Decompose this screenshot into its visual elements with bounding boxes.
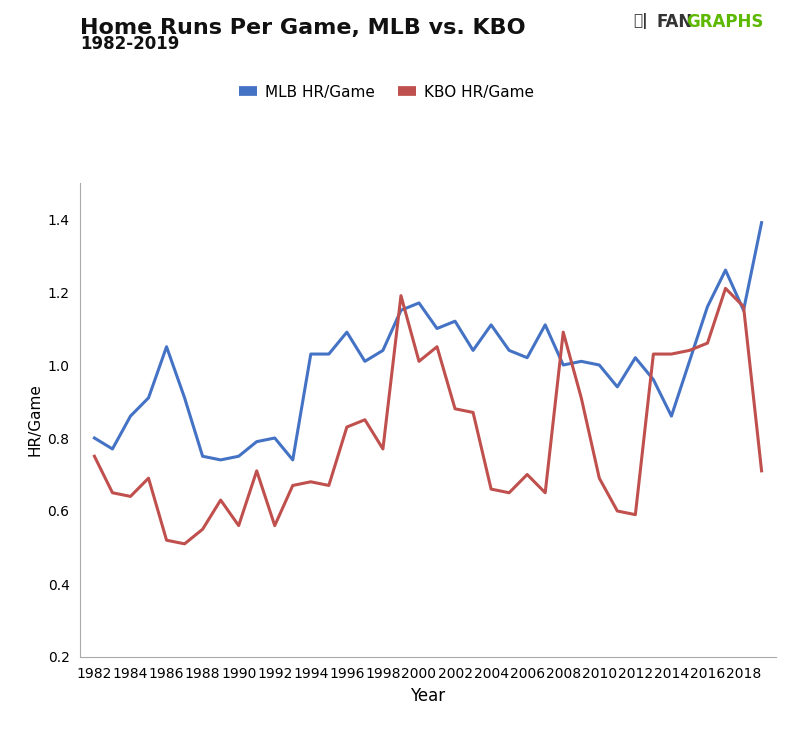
Legend: MLB HR/Game, KBO HR/Game: MLB HR/Game, KBO HR/Game xyxy=(233,79,540,106)
Text: GRAPHS: GRAPHS xyxy=(686,13,764,31)
Y-axis label: HR/Game: HR/Game xyxy=(27,383,42,456)
X-axis label: Year: Year xyxy=(410,687,446,705)
Text: 1982-2019: 1982-2019 xyxy=(80,35,179,53)
Text: FAN: FAN xyxy=(656,13,692,31)
Text: Home Runs Per Game, MLB vs. KBO: Home Runs Per Game, MLB vs. KBO xyxy=(80,18,526,38)
Text: ⚾|: ⚾| xyxy=(634,13,648,29)
